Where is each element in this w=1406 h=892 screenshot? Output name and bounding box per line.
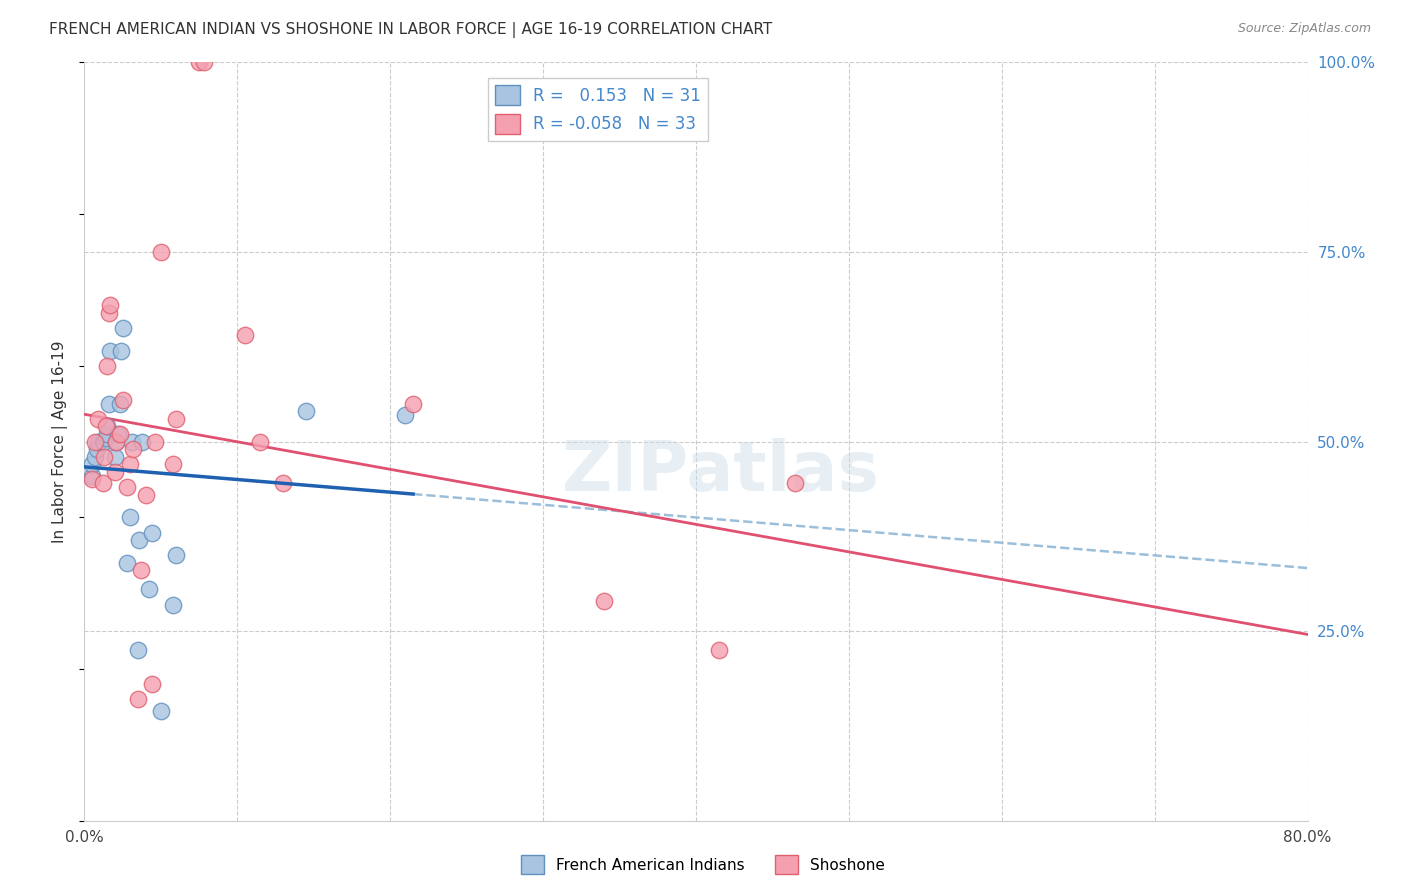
Point	[127, 643, 149, 657]
Point	[93, 450, 115, 464]
Point	[98, 298, 121, 312]
Point	[86, 442, 108, 457]
Point	[96, 427, 118, 442]
Point	[162, 598, 184, 612]
Point	[135, 487, 157, 501]
Point	[128, 533, 150, 548]
Point	[80, 473, 103, 487]
Point	[105, 434, 128, 449]
Point	[120, 458, 142, 472]
Point	[97, 305, 120, 319]
Point	[105, 434, 128, 449]
Point	[107, 427, 129, 442]
Point	[96, 359, 118, 373]
Point	[143, 434, 166, 449]
Point	[80, 458, 103, 472]
Point	[84, 450, 107, 464]
Point	[138, 582, 160, 597]
Point	[122, 442, 145, 457]
Point	[115, 556, 138, 570]
Legend: French American Indians, Shoshone: French American Indians, Shoshone	[515, 849, 891, 880]
Point	[84, 434, 107, 449]
Point	[707, 643, 730, 657]
Text: FRENCH AMERICAN INDIAN VS SHOSHONE IN LABOR FORCE | AGE 16-19 CORRELATION CHART: FRENCH AMERICAN INDIAN VS SHOSHONE IN LA…	[49, 22, 772, 38]
Point	[115, 480, 138, 494]
Point	[162, 458, 184, 472]
Point	[129, 564, 152, 578]
Point	[120, 510, 142, 524]
Point	[271, 476, 294, 491]
Point	[108, 427, 131, 442]
Point	[91, 476, 114, 491]
Point	[127, 692, 149, 706]
Point	[394, 408, 416, 422]
Point	[149, 704, 172, 718]
Point	[94, 419, 117, 434]
Point	[96, 419, 118, 434]
Point	[104, 450, 127, 464]
Text: ZIPatlas: ZIPatlas	[561, 438, 879, 506]
Point	[87, 412, 110, 426]
Point	[593, 594, 616, 608]
Point	[295, 404, 318, 418]
Point	[141, 677, 163, 691]
Point	[98, 343, 121, 358]
Point	[104, 465, 127, 479]
Point	[233, 328, 256, 343]
Point	[402, 396, 425, 410]
Point	[141, 525, 163, 540]
Point	[91, 434, 114, 449]
Point	[87, 434, 110, 449]
Point	[108, 396, 131, 410]
Y-axis label: In Labor Force | Age 16-19: In Labor Force | Age 16-19	[52, 340, 69, 543]
Point	[110, 343, 132, 358]
Point	[93, 434, 115, 449]
Point	[111, 320, 134, 334]
Point	[80, 468, 103, 483]
Point	[188, 55, 211, 70]
Point	[111, 392, 134, 407]
Legend: R =   0.153   N = 31, R = -0.058   N = 33: R = 0.153 N = 31, R = -0.058 N = 33	[488, 78, 707, 141]
Point	[131, 434, 153, 449]
Point	[193, 55, 215, 70]
Text: Source: ZipAtlas.com: Source: ZipAtlas.com	[1237, 22, 1371, 36]
Point	[94, 431, 117, 445]
Point	[165, 548, 187, 563]
Point	[121, 434, 143, 449]
Point	[97, 396, 120, 410]
Point	[165, 412, 187, 426]
Point	[149, 244, 172, 259]
Point	[785, 476, 807, 491]
Point	[249, 434, 271, 449]
